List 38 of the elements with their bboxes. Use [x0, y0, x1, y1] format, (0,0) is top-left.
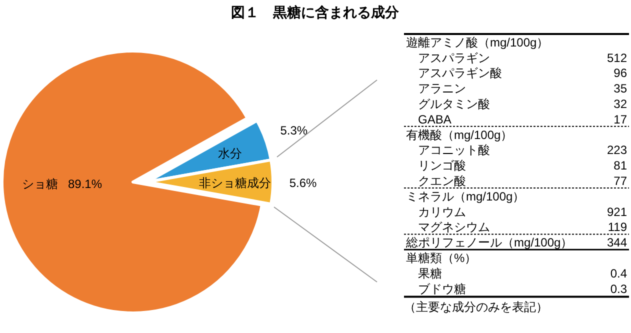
category-label: アラニン [418, 82, 466, 96]
text: 81 [614, 158, 627, 173]
text: 223 [606, 143, 627, 158]
category-label: クエン酸 [418, 174, 466, 188]
text: （主要な成分のみを表記） [404, 300, 548, 314]
text: 77 [614, 174, 627, 188]
category-label: 果糖 [418, 266, 442, 280]
text: 344 [606, 236, 627, 250]
category-label: リンゴ酸 [418, 158, 466, 173]
chart-title: 図１ 黒糖に含まれる成分 [231, 4, 400, 20]
category-label: GABA [418, 112, 452, 126]
text: 119 [608, 220, 627, 234]
category-label: 遊離アミノ酸（mg/100g） [406, 35, 549, 50]
category-label: アコニット酸 [418, 143, 490, 158]
category-label: アスパラギン酸 [418, 66, 502, 80]
data-label: 5.6% [289, 176, 317, 190]
category-label: ブドウ糖 [418, 282, 466, 296]
slice-label: ショ糖 [22, 177, 58, 191]
category-label: グルタミン酸 [418, 97, 490, 111]
data-label: 5.3% [280, 124, 308, 138]
category-label: 有機酸（mg/100g） [406, 128, 513, 142]
text: 512 [606, 50, 627, 65]
text: 35 [614, 82, 627, 96]
category-label: カリウム [418, 204, 466, 219]
text: 0.4 [610, 266, 627, 280]
text: 921 [606, 204, 627, 219]
category-label: ミネラル（mg/100g） [406, 189, 525, 204]
text: 32 [614, 97, 627, 111]
category-label: マグネシウム [418, 220, 490, 234]
category-label: アスパラギン [418, 50, 490, 65]
category-label: 単糖類（%） [406, 251, 477, 265]
data-label: 89.1% [68, 177, 102, 191]
slice-label: 非ショ糖成分 [199, 176, 271, 190]
text: 0.3 [610, 282, 627, 296]
slice-label: 水分 [218, 146, 242, 160]
text: 17 [614, 112, 627, 126]
text: 96 [614, 66, 627, 80]
category-label: 総ポリフェノール（mg/100g） [405, 236, 573, 250]
